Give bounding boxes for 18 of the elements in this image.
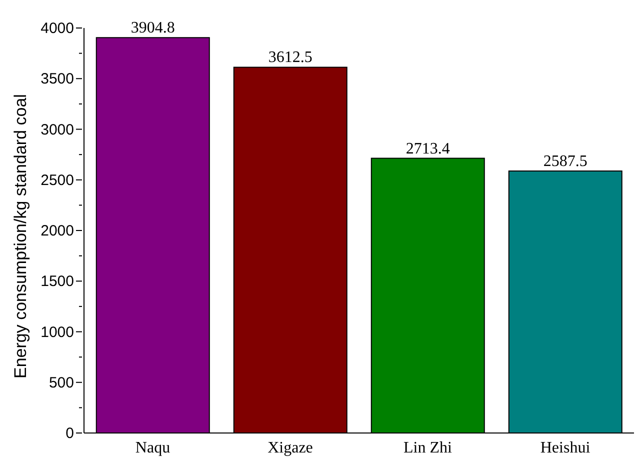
y-tick-label: 500 (48, 374, 74, 392)
data-label: 2587.5 (543, 153, 588, 170)
y-tick-label: 1000 (40, 324, 74, 341)
y-tick-label: 2000 (40, 222, 74, 240)
y-tick-label: 2500 (40, 172, 74, 189)
data-label: 3612.5 (268, 49, 312, 66)
y-tick-label: 3500 (40, 70, 74, 88)
y-tick-label: 3000 (40, 121, 74, 138)
y-tick-label: 0 (66, 425, 74, 442)
y-tick-label: 1500 (40, 273, 74, 290)
data-label: 3904.8 (130, 20, 175, 37)
y-tick-label: 4000 (40, 20, 74, 37)
y-axis-title: Energy consumption/kg standard coal (11, 94, 30, 378)
x-tick-label: Lin Zhi (404, 439, 453, 456)
data-label: 2713.4 (406, 140, 450, 158)
x-tick-label: Naqu (135, 439, 170, 456)
x-tick-label: Heishui (540, 439, 591, 456)
x-tick-label: Xigaze (268, 439, 313, 456)
